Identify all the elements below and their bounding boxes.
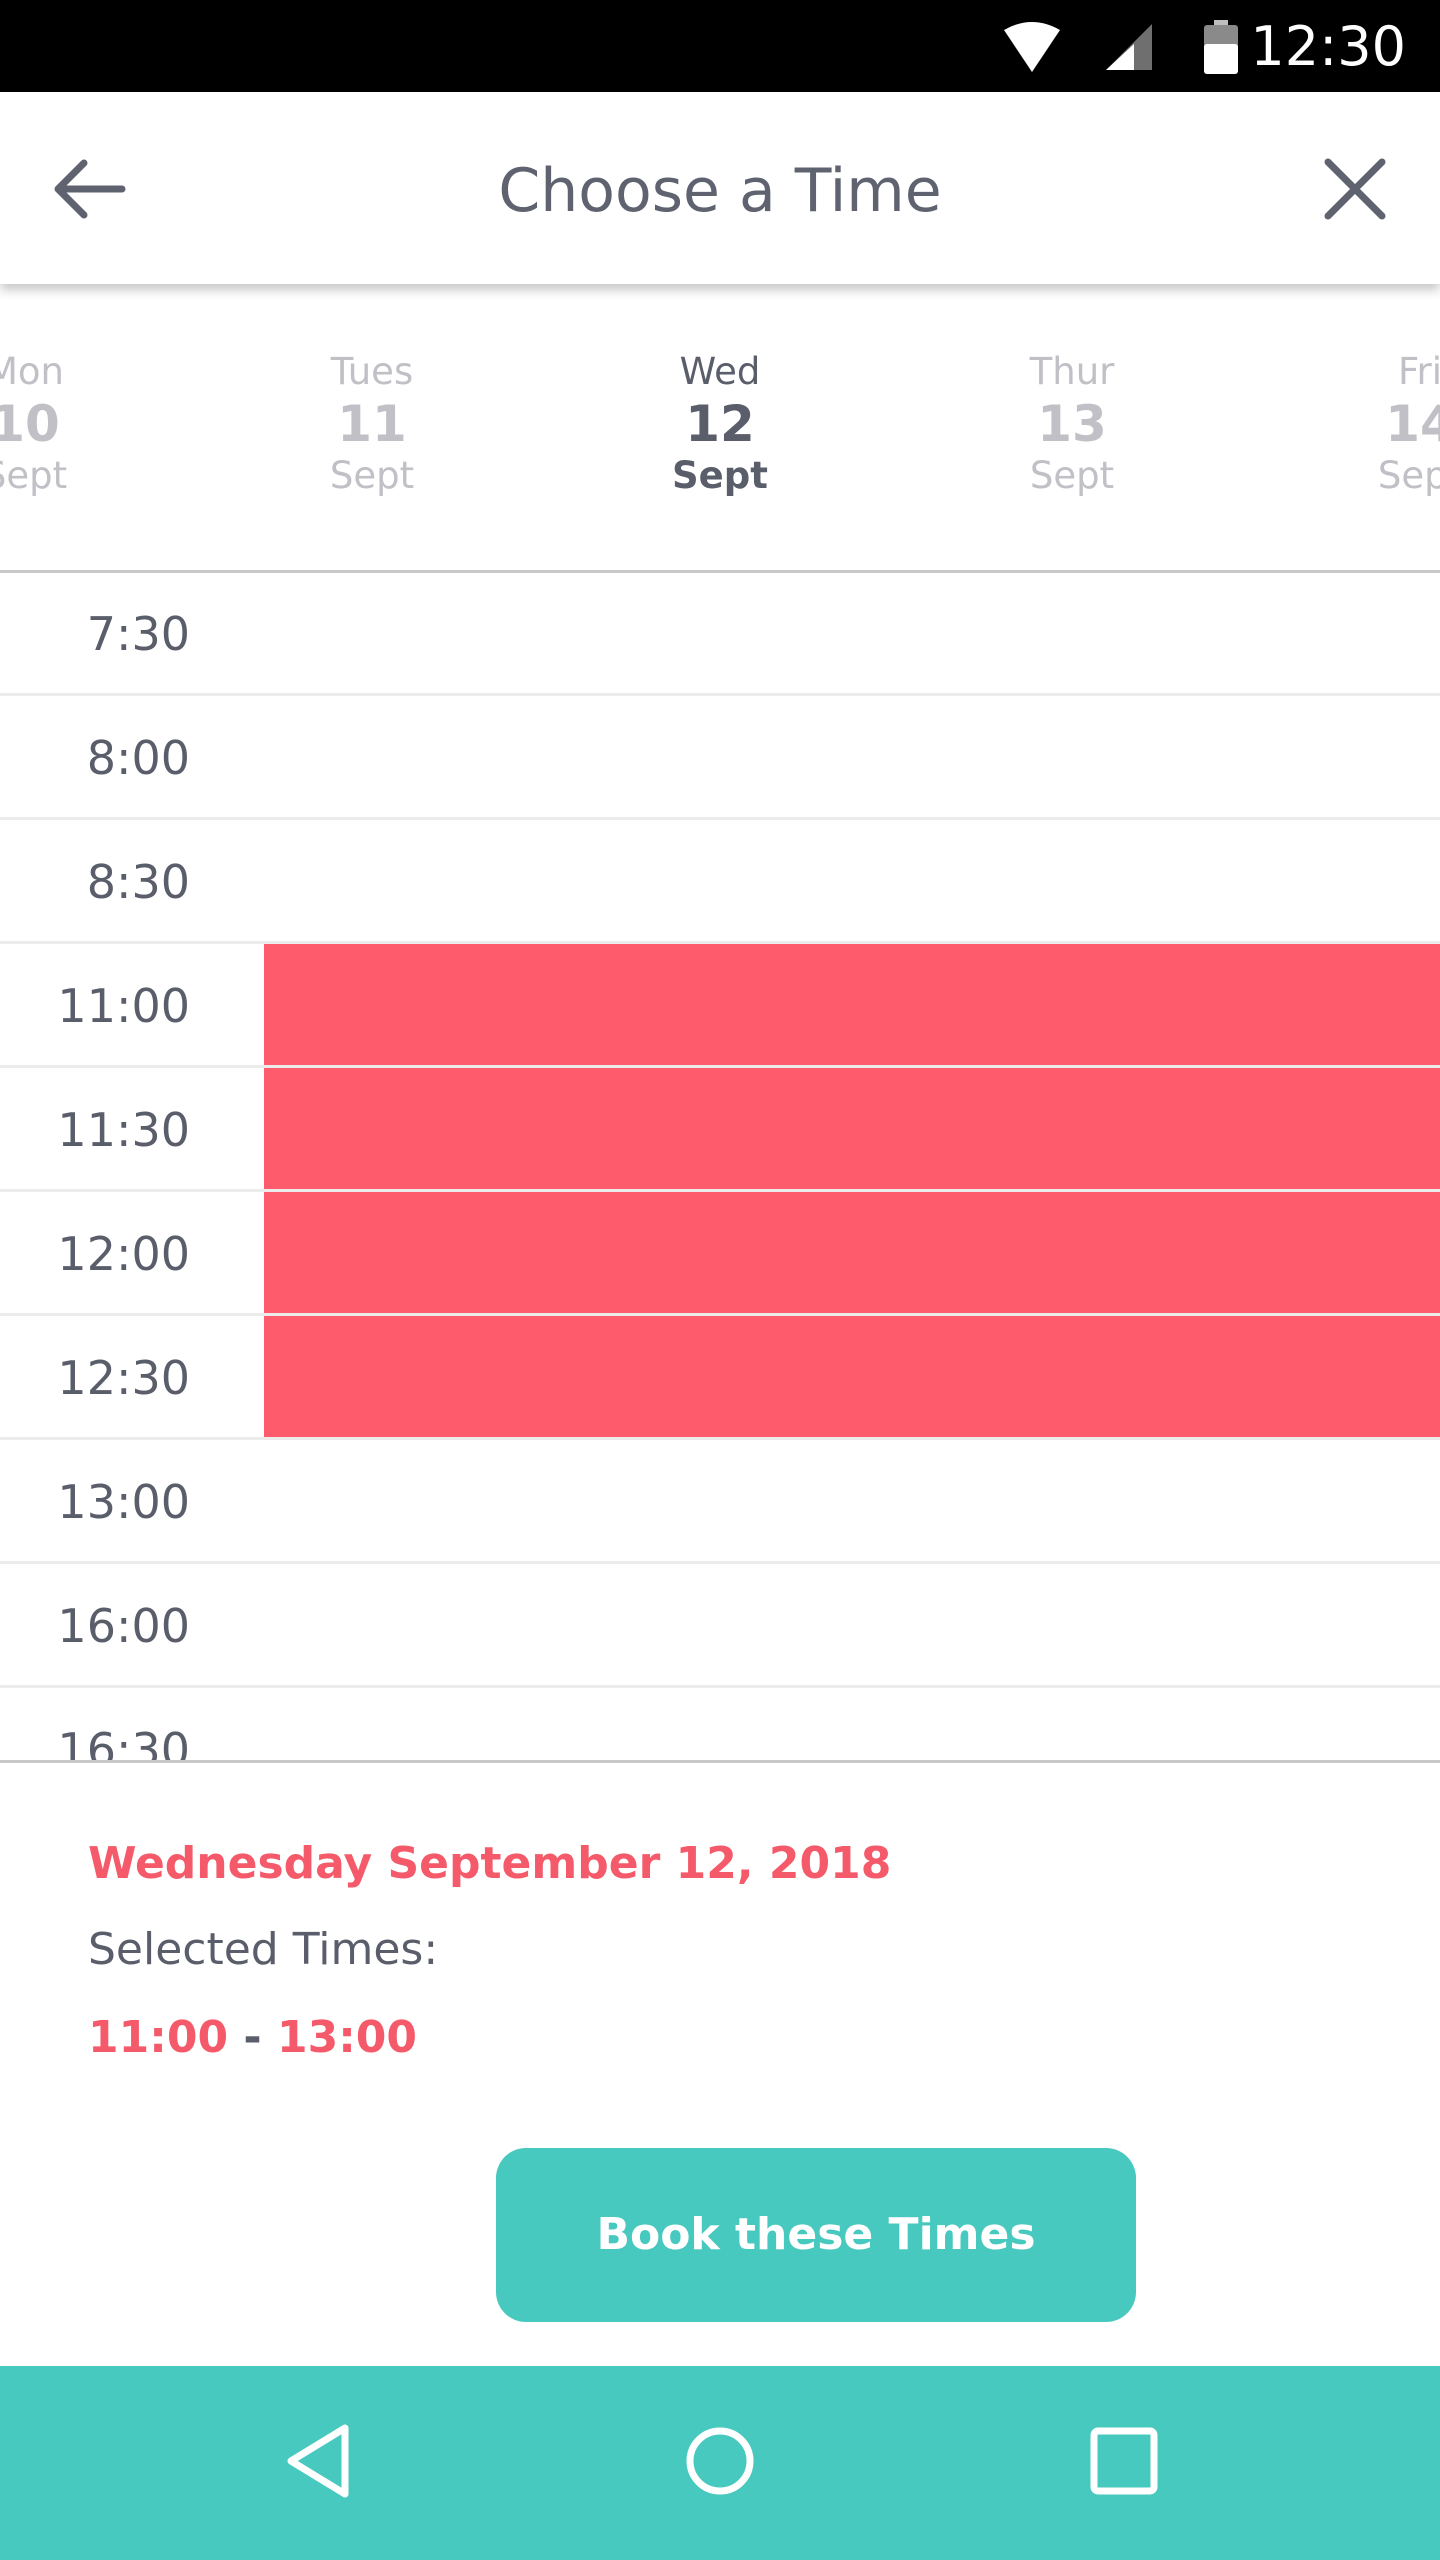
time-slot-row[interactable]: 16:00 [0,1564,1440,1688]
time-slot-row-selected[interactable]: 12:30 [0,1316,1440,1440]
wifi-icon [1004,22,1060,72]
time-slot-cell[interactable] [264,572,1440,693]
time-slot-cell[interactable] [264,820,1440,941]
time-slot-cell-selected[interactable] [264,944,1440,1065]
time-slot-label: 11:30 [57,1103,190,1157]
page-title: Choose a Time [498,156,942,226]
status-clock: 12:30 [1250,15,1406,78]
time-slot-label: 8:00 [86,731,190,785]
time-slot-list[interactable]: 7:30 8:00 8:30 11:00 11:30 12:00 12:30 1… [0,572,1440,1763]
date-number: 14 [1385,395,1440,453]
date-number: 12 [685,395,755,453]
time-slot-label: 16:00 [57,1599,190,1653]
date-number: 11 [337,395,407,453]
time-slot-row-selected[interactable]: 11:30 [0,1068,1440,1192]
date-day: Tues [330,350,414,393]
time-slot-label: 11:00 [57,979,190,1033]
date-number: 13 [1037,395,1107,453]
range-separator: - [228,2012,277,2063]
time-slot-cell-selected[interactable] [264,1192,1440,1313]
arrow-back-icon[interactable] [50,154,130,224]
battery-icon [1204,20,1238,74]
nav-home-icon[interactable] [675,2416,765,2506]
date-day: Wed [679,350,761,393]
book-times-button[interactable]: Book these Times [496,2148,1136,2322]
nav-back-icon[interactable] [275,2416,365,2506]
time-slot-row-selected[interactable]: 12:00 [0,1192,1440,1316]
range-end: 13:00 [276,2012,418,2063]
close-icon[interactable] [1320,154,1390,224]
time-slot-cell-selected[interactable] [264,1068,1440,1189]
time-slot-label: 7:30 [86,607,190,661]
app-bar: Choose a Time [0,92,1440,284]
date-month: Sept [1377,454,1440,497]
time-slot-cell-selected[interactable] [264,1316,1440,1437]
time-slot-label: 8:30 [86,855,190,909]
date-item-thur[interactable]: Thur 13 Sept [952,350,1192,498]
navigation-bar [0,2366,1440,2560]
date-item-wed-selected[interactable]: Wed 12 Sept [600,350,840,498]
time-slot-row[interactable]: 13:00 [0,1440,1440,1564]
time-slot-cell[interactable] [264,1440,1440,1561]
time-slot-row[interactable]: 7:30 [0,572,1440,696]
time-slot-label: 12:30 [57,1351,190,1405]
time-slot-label: 16:30 [57,1723,190,1763]
date-month: Sept [329,454,415,497]
time-slot-row[interactable]: 8:00 [0,696,1440,820]
status-bar: 12:30 [0,0,1440,92]
cell-signal-icon [1106,24,1152,70]
selected-times-label: Selected Times: [88,1924,439,1975]
range-start: 11:00 [88,2012,229,2063]
nav-recents-icon[interactable] [1079,2416,1169,2506]
selected-date: Wednesday September 12, 2018 [88,1838,892,1889]
date-month: Sept [672,454,768,497]
time-slot-row[interactable]: 16:30 [0,1688,1440,1763]
date-item-mon[interactable]: Mon 10 Sept [0,350,145,498]
date-number: 10 [0,395,60,453]
time-slot-cell[interactable] [264,1688,1440,1760]
date-day: Thur [1029,350,1115,393]
selected-time-range: 11:00 - 13:00 [88,2010,417,2066]
time-slot-cell[interactable] [264,696,1440,817]
time-slot-label: 13:00 [57,1475,190,1529]
date-month: Sept [0,454,68,497]
date-month: Sept [1029,454,1115,497]
time-slot-row[interactable]: 8:30 [0,820,1440,944]
time-slot-row-selected[interactable]: 11:00 [0,944,1440,1068]
date-item-fri[interactable]: Fri 14 Sept [1300,350,1440,498]
date-day: Fri [1397,350,1440,393]
date-strip[interactable]: Mon 10 Sept Tues 11 Sept Wed 12 Sept Thu… [0,284,1440,573]
time-slot-label: 12:00 [57,1227,190,1281]
date-item-tues[interactable]: Tues 11 Sept [252,350,492,498]
time-slot-cell[interactable] [264,1564,1440,1685]
date-day: Mon [0,350,64,393]
